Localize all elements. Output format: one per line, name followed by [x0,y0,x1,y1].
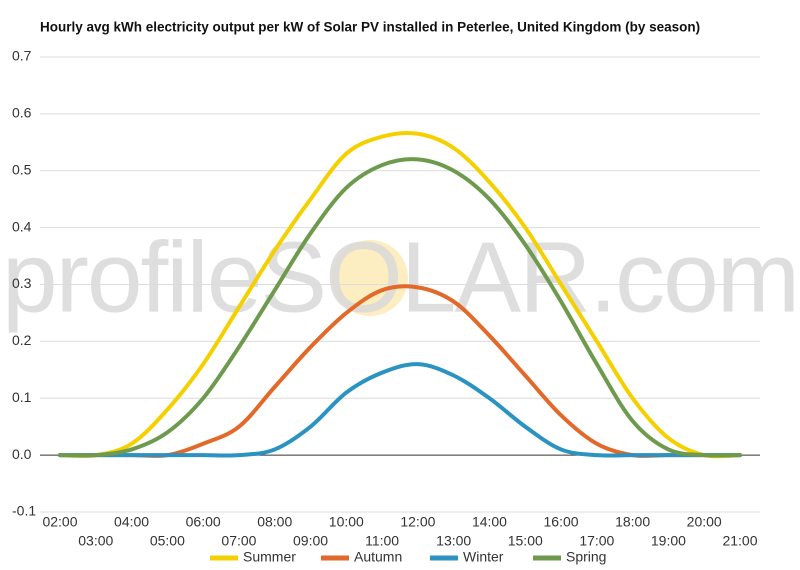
legend-label: Winter [463,549,504,565]
x-tick-label: 18:00 [615,514,650,530]
x-tick-label: 11:00 [365,533,399,549]
legend-label: Summer [243,549,296,565]
y-tick-label: 0.3 [12,275,32,291]
y-tick-label: -0.1 [12,503,36,519]
x-tick-label: 08:00 [257,514,292,530]
y-tick-label: 0.6 [12,105,32,121]
y-tick-label: 0.2 [12,332,32,348]
x-tick-label: 13:00 [436,533,471,549]
x-tick-label: 21:00 [722,533,757,549]
x-tick-label: 15:00 [508,533,543,549]
lines [58,130,742,459]
x-tick-label: 20:00 [687,514,722,530]
x-tick-label: 17:00 [579,533,614,549]
series-line [58,157,742,458]
x-tick-label: 04:00 [114,514,149,530]
watermark: profileSOLAR.com [2,221,798,333]
y-tick-label: 0.0 [12,446,32,462]
chart-title: Hourly avg kWh electricity output per kW… [40,20,700,35]
x-tick-label: 02:00 [42,514,77,530]
x-tick-label: 06:00 [186,514,221,530]
labels: -0.1 0.0 0.1 0.2 0.3 0.4 0.5 0.6 0.7 02:0003:0004… [12,48,758,565]
x-tick-label: 07:00 [221,533,256,549]
y-tick-label: 0.1 [12,389,32,405]
x-tick-label: 09:00 [293,533,328,549]
legend-label: Autumn [354,549,402,565]
x-tick-label: 16:00 [544,514,579,530]
x-tick-label: 05:00 [150,533,185,549]
x-tick-label: 12:00 [400,514,435,530]
legend-label: Spring [566,549,606,565]
series-line [58,130,742,459]
watermark-sun [332,240,408,316]
x-tick-label: 03:00 [78,533,113,549]
x-tick-label: 19:00 [651,533,686,549]
x-tick-label: 14:00 [472,514,507,530]
y-tick-label: 0.5 [12,161,32,177]
y-tick-label: 0.4 [12,218,32,234]
y-tick-label: 0.7 [12,48,32,64]
x-tick-label: 10:00 [329,514,364,530]
series-line [58,362,742,458]
